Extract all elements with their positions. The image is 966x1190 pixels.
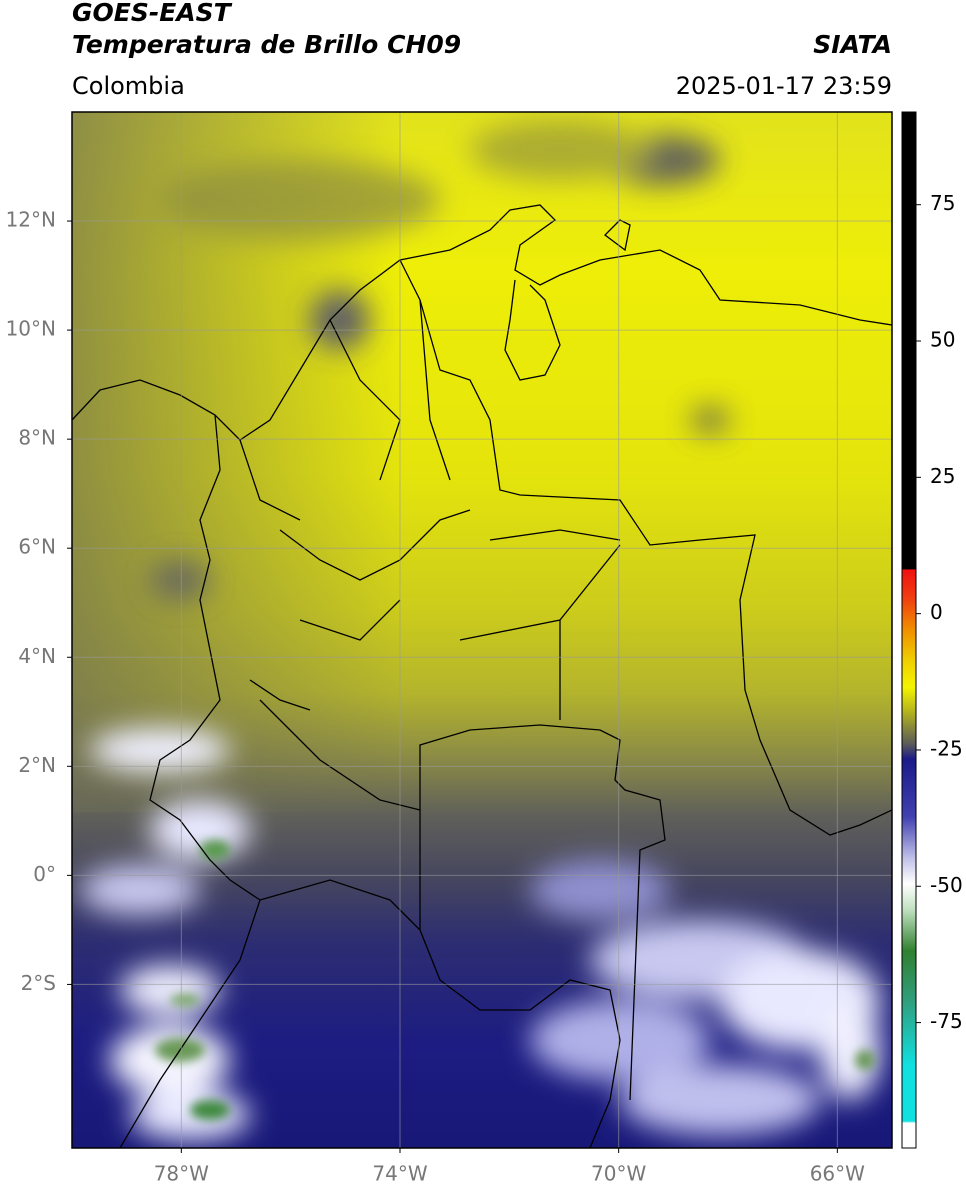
lat-tick-label: 8°N	[18, 426, 56, 450]
lat-tick-label: 0°	[33, 862, 56, 886]
region: Colombia	[72, 72, 185, 100]
colorbar-tick-label: -50	[930, 873, 963, 897]
lat-tick-label: 2°S	[21, 971, 56, 995]
lat-tick-label: 12°N	[6, 208, 56, 232]
lat-tick-label: 10°N	[6, 317, 56, 341]
colorbar	[901, 111, 917, 1149]
source: SIATA	[813, 30, 892, 59]
lon-tick-label: 66°W	[810, 1162, 865, 1186]
lat-tick-label: 2°N	[18, 753, 56, 777]
colorbar-tick-label: -25	[930, 736, 963, 760]
lat-tick-label: 6°N	[18, 535, 56, 559]
coastlines	[72, 204, 892, 1148]
colorbar-tick-label: 25	[930, 464, 955, 488]
lat-tick-label: 4°N	[18, 644, 56, 668]
satellite-image	[72, 112, 892, 1148]
title-satellite: GOES-EAST	[72, 0, 233, 27]
colorbar-tick-label: 0	[930, 600, 943, 624]
colorbar-tick-label: 75	[930, 191, 955, 215]
colorbar-tick-label: 50	[930, 328, 955, 352]
timestamp: 2025-01-17 23:59	[676, 72, 892, 100]
lon-tick-label: 78°W	[154, 1162, 209, 1186]
lon-tick-label: 70°W	[591, 1162, 646, 1186]
colorbar-tick-label: -75	[930, 1009, 963, 1033]
lon-tick-label: 74°W	[372, 1162, 427, 1186]
title-product: Temperatura de Brillo CH09	[72, 30, 461, 59]
map-frame	[71, 111, 893, 1149]
graticule	[72, 112, 892, 1148]
